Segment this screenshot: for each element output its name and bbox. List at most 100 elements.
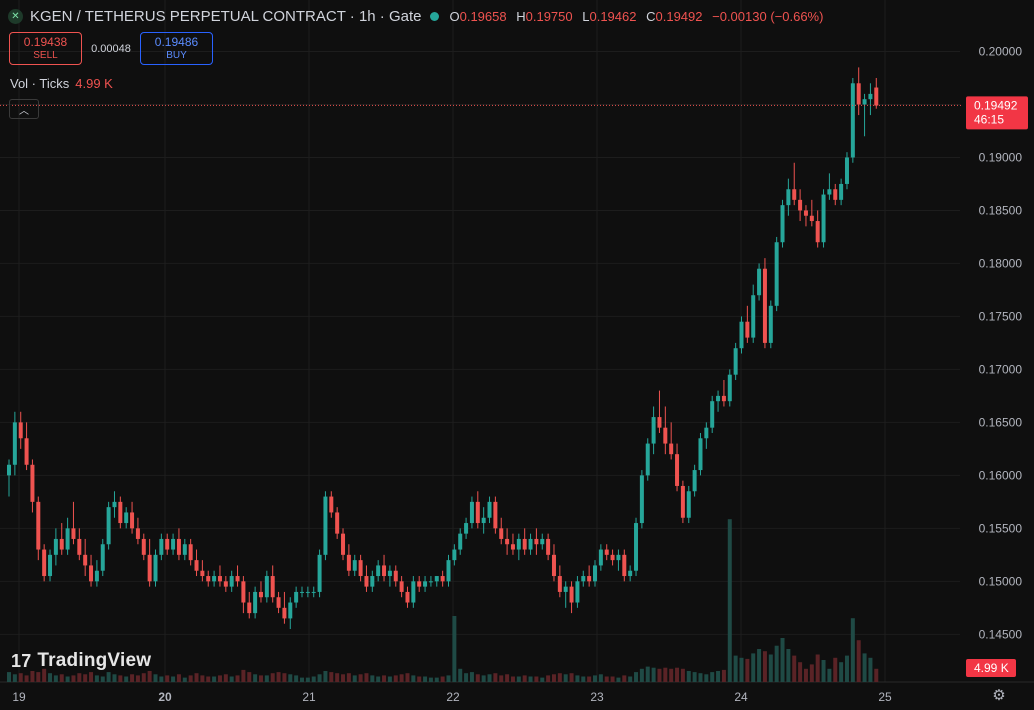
volume-bar — [153, 674, 158, 682]
volume-bar — [593, 675, 597, 682]
tradingview-branding[interactable]: 17 TradingView — [11, 650, 151, 672]
candle-body — [53, 538, 58, 555]
volume-bar — [639, 668, 644, 682]
time-tick-label: 23 — [590, 690, 604, 704]
candle-body — [663, 427, 668, 444]
candle-body — [768, 305, 773, 343]
candle-body — [716, 395, 721, 402]
volume-bar — [276, 672, 281, 682]
candle-body — [188, 544, 193, 561]
candle-body — [598, 549, 603, 566]
candle-body — [440, 576, 445, 582]
candle-body — [833, 189, 838, 200]
gear-icon[interactable]: ⚙ — [992, 687, 1006, 704]
candle-body — [346, 554, 351, 571]
candle-body — [657, 417, 662, 428]
volume-bar — [83, 674, 88, 682]
candle-body — [452, 549, 457, 561]
candle-body — [341, 533, 346, 555]
candle-body — [634, 523, 639, 571]
candle-body — [370, 576, 375, 587]
candle-body — [135, 528, 140, 539]
buy-button[interactable]: 0.19486 BUY — [140, 32, 213, 65]
volume-bar — [839, 662, 844, 682]
candle-body — [229, 576, 234, 587]
candle-body — [839, 183, 844, 200]
volume-bar — [65, 676, 70, 682]
price-tick-label: 0.15500 — [979, 521, 1023, 535]
volume-bar — [850, 618, 855, 682]
volume-bar — [809, 664, 814, 682]
candle-body — [762, 268, 767, 343]
candle-body — [253, 591, 258, 614]
volume-bar — [30, 671, 35, 682]
candle-body — [300, 591, 304, 593]
candle-body — [610, 554, 615, 561]
candle-body — [270, 576, 275, 598]
volume-bar — [856, 640, 861, 682]
candle-body — [106, 507, 111, 545]
volume-bar — [48, 673, 53, 682]
volume-bar — [288, 674, 293, 682]
volume-bar — [534, 676, 539, 682]
candle-body — [434, 576, 439, 582]
candle-body — [821, 194, 826, 243]
candle-body — [686, 491, 691, 518]
buy-label: BUY — [166, 50, 187, 61]
candle-body — [645, 443, 650, 476]
candle-body — [83, 554, 88, 566]
candle-body — [751, 295, 756, 338]
candle-body — [587, 576, 592, 582]
candle-body — [757, 268, 762, 296]
sell-button[interactable]: 0.19438 SELL — [9, 32, 82, 65]
candle-body — [206, 576, 211, 582]
candle-body — [786, 189, 791, 206]
volume-bar — [253, 674, 258, 682]
volume-bar — [194, 673, 199, 682]
volume-bar — [182, 677, 187, 682]
symbol-title[interactable]: KGEN / TETHERUS PERPETUAL CONTRACT · 1h … — [30, 7, 422, 25]
volume-bar — [680, 668, 685, 682]
volume-bar — [405, 673, 410, 682]
volume-axis-tag — [966, 659, 1016, 677]
price-tick-label: 0.20000 — [979, 44, 1023, 58]
volume-bar — [358, 674, 363, 682]
candle-body — [352, 560, 357, 571]
candle-body — [604, 549, 609, 555]
candle-body — [423, 581, 428, 587]
volume-bar — [258, 675, 263, 682]
candle-body — [774, 242, 779, 306]
candle-body — [446, 560, 451, 582]
candle-body — [803, 210, 808, 216]
volume-legend[interactable]: Vol · Ticks 4.99 K — [10, 76, 113, 91]
candle-body — [669, 443, 674, 455]
volume-bar — [241, 669, 246, 682]
candle-body — [546, 538, 551, 555]
candle-body — [235, 576, 240, 582]
candle-body — [89, 565, 94, 582]
volume-bar — [499, 675, 504, 682]
candle-body — [12, 422, 17, 465]
price-tick-label: 0.14500 — [979, 627, 1023, 641]
candle-body — [376, 565, 381, 577]
candle-body — [7, 464, 11, 476]
candle-body — [24, 438, 29, 465]
volume-bar — [634, 672, 639, 682]
candle-body — [815, 221, 820, 243]
candle-body — [680, 485, 685, 518]
volume-bar — [528, 676, 533, 682]
volume-bar — [546, 675, 551, 682]
chevron-up-icon[interactable]: ︿ — [9, 99, 39, 119]
volume-bar — [803, 668, 808, 682]
volume-bar — [663, 667, 668, 682]
volume-bar — [176, 674, 181, 682]
time-tick-label: 25 — [878, 690, 892, 704]
candle-body — [405, 591, 410, 603]
volume-bar — [393, 675, 398, 682]
bar-countdown: 46:15 — [974, 112, 1004, 126]
volume-bar — [757, 649, 762, 682]
tradingview-text: TradingView — [37, 650, 152, 671]
volume-bar — [212, 676, 217, 682]
volume-bar — [329, 672, 334, 682]
